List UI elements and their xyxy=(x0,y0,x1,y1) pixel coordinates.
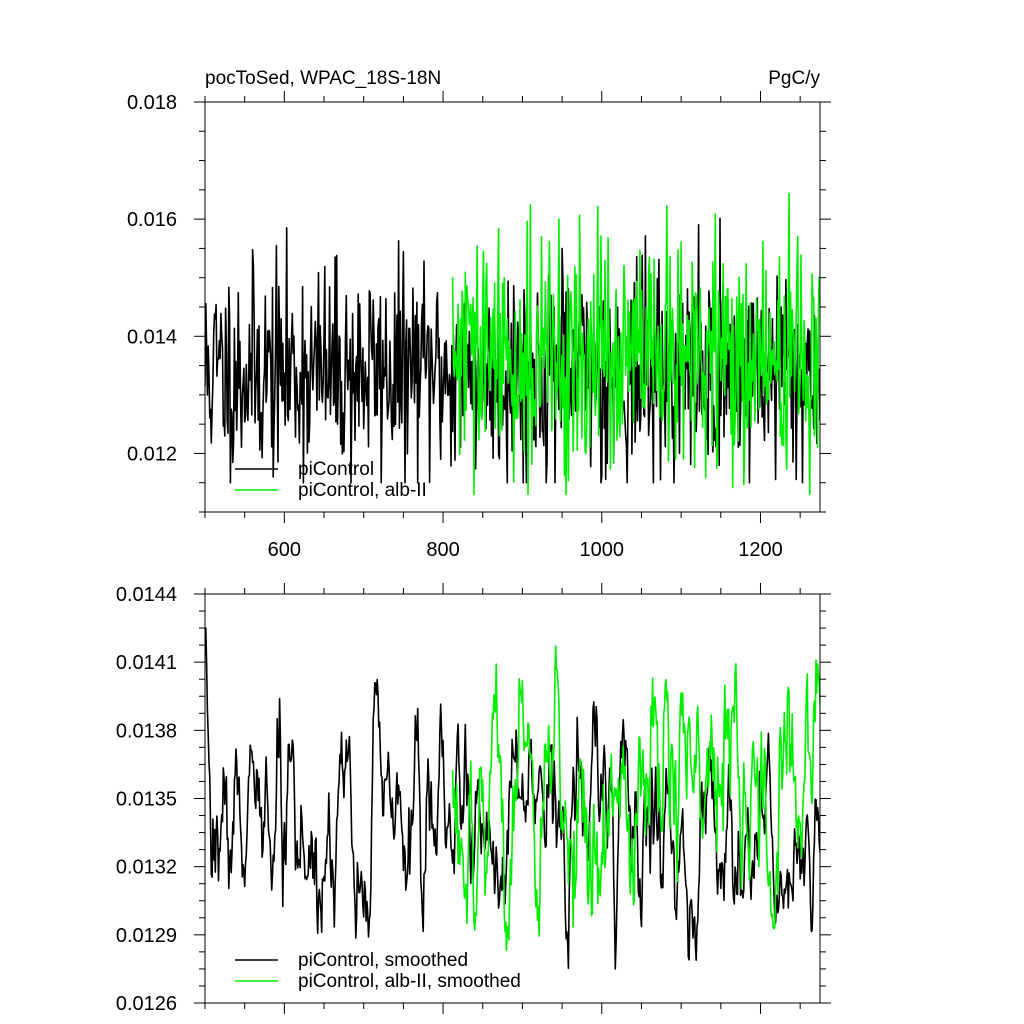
legend-label-1: piControl, alb-II, smoothed xyxy=(298,971,521,992)
y-tick-label: 0.0129 xyxy=(116,925,177,947)
top-panel: pocToSed, WPAC_18S-18N PgC/y 600 800 1000 1… xyxy=(127,68,831,561)
legend-label-0: piControl, smoothed xyxy=(298,950,468,971)
bottom-panel: 0.0126 0.0129 0.0132 0.0135 0.0138 0.0141 0.01… xyxy=(116,583,831,1015)
x-tick-label: 800 xyxy=(426,539,459,561)
series-line-1-1 xyxy=(451,645,820,951)
bottom-axis-layer: 0.0126 0.0129 0.0132 0.0135 0.0138 0.0141 0.01… xyxy=(116,583,831,1015)
top-panel-units: PgC/y xyxy=(768,68,820,89)
y-tick-label: 0.014 xyxy=(127,326,177,348)
y-tick-label: 0.0144 xyxy=(116,584,177,606)
series-line-1-0 xyxy=(205,627,820,970)
y-tick-label: 0.0138 xyxy=(116,720,177,742)
y-tick-label: 0.0141 xyxy=(116,652,177,674)
legend-label-1: piControl, alb-II xyxy=(298,480,427,501)
y-tick-label: 0.0135 xyxy=(116,789,177,811)
y-tick-label: 0.018 xyxy=(127,92,177,114)
series-line-0-1 xyxy=(451,192,820,496)
bottom-series-layer xyxy=(205,627,820,970)
y-tick-label: 0.0126 xyxy=(116,993,177,1015)
x-tick-label: 1000 xyxy=(580,539,625,561)
legend-label-0: piControl xyxy=(298,459,374,480)
series-line-0-0 xyxy=(205,217,820,484)
top-series-layer xyxy=(205,192,820,496)
x-tick-label: 600 xyxy=(268,539,301,561)
y-tick-label: 0.016 xyxy=(127,209,177,231)
top-axis-layer: 600 800 1000 1200 0.012 0.014 0.016 0.018 xyxy=(127,91,831,561)
top-panel-title: pocToSed, WPAC_18S-18N xyxy=(205,68,441,89)
x-tick-label: 1200 xyxy=(738,539,783,561)
y-tick-label: 0.012 xyxy=(127,443,177,465)
y-tick-label: 0.0132 xyxy=(116,857,177,879)
